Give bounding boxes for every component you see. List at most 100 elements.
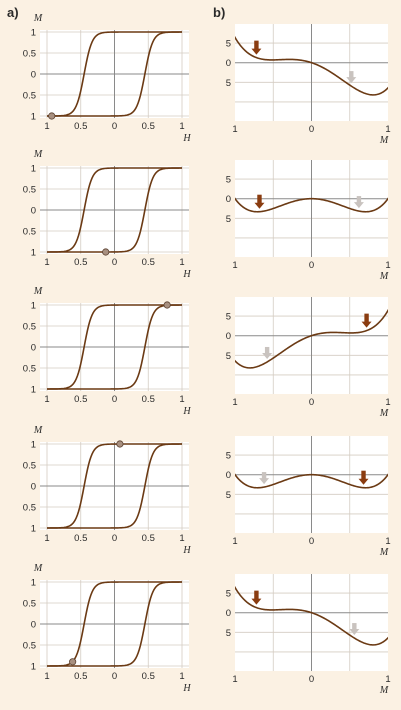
x-tick-label: 0: [112, 394, 117, 405]
y-axis-label: M: [33, 149, 43, 160]
x-tick-label: 0: [309, 674, 314, 685]
x-tick-label: 1: [385, 674, 390, 685]
x-tick-label: 0.5: [142, 671, 155, 682]
y-tick-label: 1: [31, 385, 36, 396]
hysteresis-plot-3: 10.500.511 0.5 0 0.5 1MH: [23, 286, 192, 417]
y-axis-label: M: [33, 425, 43, 436]
arrow-shaft: [356, 196, 362, 204]
x-tick-label: 1: [232, 124, 237, 135]
x-axis-label: M: [379, 271, 389, 282]
state-marker: [102, 248, 110, 256]
x-tick-label: 0.5: [74, 121, 87, 132]
y-tick-label: 0: [31, 482, 36, 493]
y-tick-label: 0.5: [23, 49, 36, 60]
arrow-head: [262, 352, 273, 359]
x-tick-label: 0: [112, 671, 117, 682]
y-tick-label: 0: [226, 194, 231, 205]
y-tick-label: 5: [226, 39, 231, 50]
y-tick-label: 1: [31, 662, 36, 673]
x-tick-label: 0.5: [74, 257, 87, 268]
x-tick-label: 0.5: [74, 394, 87, 405]
x-tick-label: 1: [232, 536, 237, 547]
x-tick-label: 0: [309, 260, 314, 271]
x-axis-label: M: [379, 135, 389, 146]
arrow-shaft: [264, 346, 270, 354]
x-tick-label: 1: [385, 260, 390, 271]
x-tick-label: 1: [179, 121, 184, 132]
y-tick-label: 5: [226, 214, 231, 225]
y-tick-label: 0.5: [23, 185, 36, 196]
arrow-head: [353, 202, 364, 209]
x-tick-label: 0: [112, 121, 117, 132]
y-tick-label: 0.5: [23, 641, 36, 652]
x-axis-label: M: [379, 685, 389, 696]
arrow-down-icon-light: [259, 472, 270, 485]
y-tick-label: 1: [31, 248, 36, 259]
arrow-shaft: [364, 313, 369, 323]
arrow-down-icon-dark: [254, 194, 265, 209]
y-tick-label: 5: [226, 451, 231, 462]
x-axis-label: H: [182, 269, 191, 280]
y-tick-label: 0.5: [23, 91, 36, 102]
y-tick-label: 1: [31, 440, 36, 451]
x-tick-label: 1: [44, 394, 49, 405]
arrow-head: [251, 598, 262, 605]
arrow-shaft: [349, 71, 354, 79]
hysteresis-plot-4: 10.500.511 0.5 0 0.5 1MH: [23, 425, 192, 556]
loop-branch-ascending: [47, 304, 182, 390]
x-tick-label: 0.5: [142, 533, 155, 544]
x-tick-label: 1: [179, 394, 184, 405]
arrow-head: [254, 202, 265, 209]
y-tick-label: 5: [226, 628, 231, 639]
y-tick-label: 0: [226, 331, 231, 342]
arrow-shaft: [254, 590, 259, 600]
y-axis-label: M: [33, 13, 43, 24]
x-axis-label: M: [379, 408, 389, 419]
loop-branch-ascending: [47, 443, 182, 529]
y-tick-label: 5: [226, 589, 231, 600]
hysteresis-plot-5: 10.500.511 0.5 0 0.5 1MH: [23, 563, 192, 694]
arrow-shaft: [352, 623, 357, 631]
loop-branch-ascending: [47, 31, 182, 117]
y-tick-label: 0: [226, 608, 231, 619]
state-marker: [48, 112, 56, 120]
x-tick-label: 1: [385, 124, 390, 135]
loop-branch-descending: [47, 581, 182, 667]
y-tick-label: 1: [31, 524, 36, 535]
y-tick-label: 5: [226, 312, 231, 323]
x-tick-label: 1: [179, 671, 184, 682]
y-axis-label: M: [33, 286, 43, 297]
arrow-down-icon-dark: [251, 590, 262, 605]
y-tick-label: 1: [31, 578, 36, 589]
arrow-head: [358, 478, 369, 485]
y-tick-label: 1: [31, 164, 36, 175]
x-tick-label: 0: [309, 397, 314, 408]
x-tick-label: 1: [232, 397, 237, 408]
panel-a-label: a): [7, 5, 19, 20]
y-tick-label: 0: [226, 58, 231, 69]
y-tick-label: 0: [31, 343, 36, 354]
arrow-down-icon-dark: [361, 313, 372, 328]
y-tick-label: 1: [31, 301, 36, 312]
x-tick-label: 0.5: [74, 533, 87, 544]
energy-curve: [235, 585, 388, 646]
loop-branch-descending: [47, 167, 182, 253]
energy-curve: [235, 35, 388, 96]
loop-branch-descending: [47, 31, 182, 117]
y-tick-label: 0: [226, 470, 231, 481]
y-tick-label: 1: [31, 112, 36, 123]
state-marker: [163, 301, 171, 309]
x-axis-label: H: [182, 545, 191, 556]
y-tick-label: 0: [31, 620, 36, 631]
arrow-down-icon-dark: [358, 470, 369, 485]
arrow-down-icon-light: [349, 623, 360, 636]
x-axis-label: H: [182, 406, 191, 417]
loop-branch-ascending: [47, 581, 182, 667]
y-tick-label: 0: [31, 70, 36, 81]
arrow-shaft: [361, 470, 366, 480]
